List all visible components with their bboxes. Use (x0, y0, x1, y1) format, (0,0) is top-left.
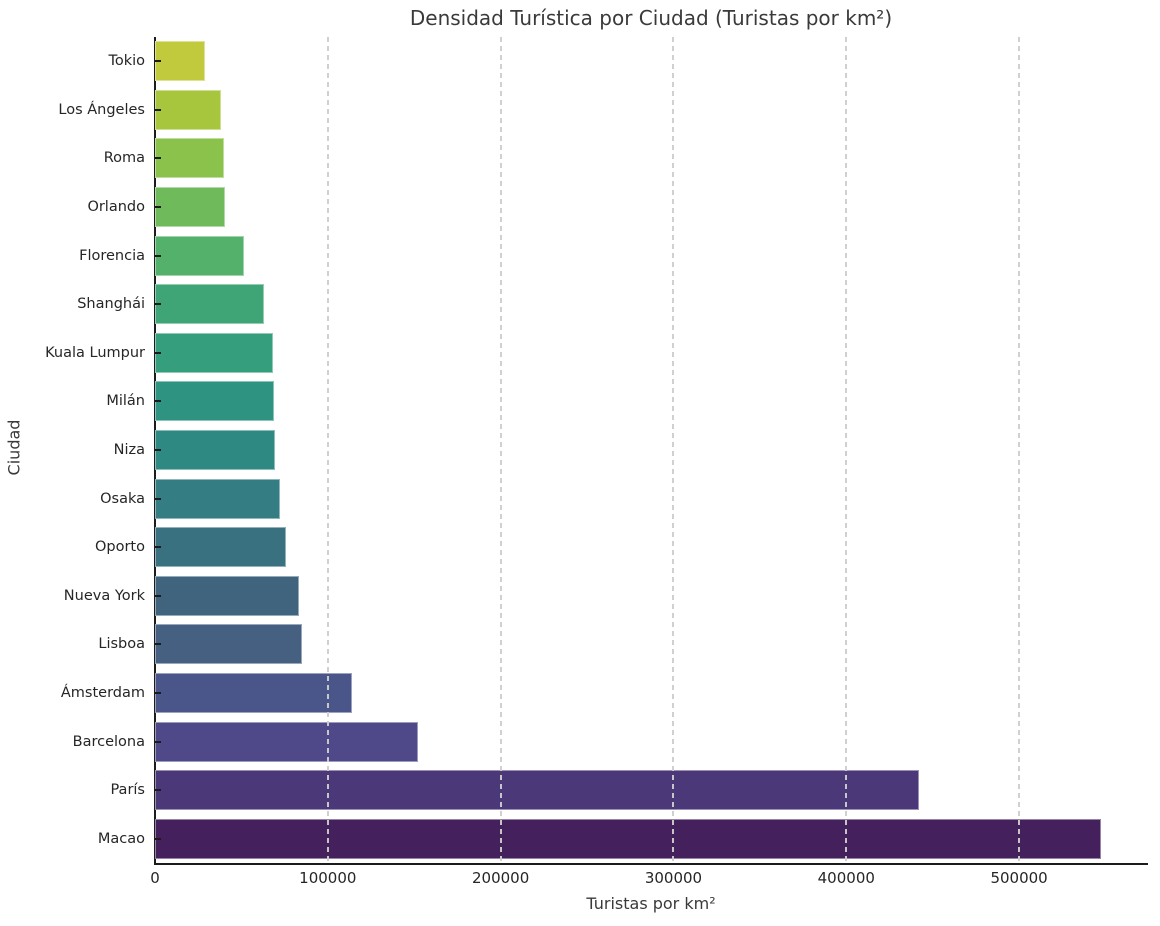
y-tick-mark (155, 691, 161, 694)
x-tick-label: 400000 (817, 869, 875, 887)
y-tick-mark (155, 157, 161, 160)
y-tick-mark (155, 351, 161, 354)
x-tick-label: 200000 (472, 869, 530, 887)
y-tick-label: París (110, 782, 145, 799)
x-tick-label: 0 (150, 869, 160, 887)
y-tick-mark (155, 546, 161, 549)
bar-nueva-york (155, 575, 299, 616)
y-tick-mark (155, 837, 161, 840)
y-tick-mark (155, 206, 161, 209)
x-axis-spine (154, 863, 1148, 865)
y-tick-label: Oporto (94, 539, 145, 556)
y-tick-mark (155, 497, 161, 500)
y-tick-label: Macao (97, 830, 145, 847)
x-tick-label: 300000 (644, 869, 703, 887)
y-tick-mark (155, 594, 161, 597)
bar-macao (155, 818, 1101, 859)
plot-area (155, 37, 1147, 863)
x-tick-label: 500000 (990, 869, 1048, 887)
y-tick-label: Ámsterdam (60, 684, 145, 701)
bar-osaka (155, 478, 280, 519)
y-tick-label: Milán (106, 393, 145, 410)
y-tick-label: Osaka (100, 490, 145, 507)
bar-florencia (155, 235, 244, 276)
bar-lisboa (155, 624, 302, 665)
y-tick-label: Orlando (87, 199, 145, 216)
y-tick-mark (155, 643, 161, 646)
bar-tokio (155, 41, 205, 82)
y-tick-mark (155, 789, 161, 792)
y-tick-mark (155, 449, 161, 451)
bar-kuala-lumpur (155, 332, 273, 373)
y-tick-mark (155, 254, 161, 257)
y-tick-label: Nueva York (63, 587, 145, 604)
y-tick-label: Los Ángeles (58, 101, 145, 118)
y-tick-mark (155, 303, 161, 306)
x-tick-label: 100000 (299, 869, 357, 887)
bar-niza (155, 430, 276, 470)
y-tick-mark (155, 60, 161, 63)
y-tick-mark (155, 400, 161, 403)
y-tick-mark (155, 108, 161, 111)
bar-mil-n (155, 381, 275, 422)
bar--msterdam (155, 672, 353, 713)
bar-oporto (155, 527, 286, 568)
y-tick-label: Tokio (108, 53, 145, 70)
y-tick-label: Kuala Lumpur (45, 344, 145, 361)
y-tick-label: Lisboa (98, 636, 145, 653)
y-tick-label: Barcelona (72, 733, 145, 750)
bar-par-s (155, 770, 920, 811)
bar-orlando (155, 187, 226, 228)
y-tick-label: Niza (113, 442, 145, 458)
gridline (672, 37, 675, 863)
x-axis-label: Turistas por km² (586, 894, 716, 913)
bar-los-ngeles (155, 89, 222, 130)
y-tick-label: Roma (103, 150, 145, 167)
gridline (499, 37, 502, 863)
gridline (1018, 37, 1021, 863)
bar-barcelona (155, 721, 419, 762)
y-tick-label: Shanghái (77, 296, 145, 313)
y-tick-mark (155, 740, 161, 743)
gridline (326, 37, 329, 863)
chart-title: Densidad Turística por Ciudad (Turistas … (409, 6, 893, 30)
bar-roma (155, 138, 225, 179)
y-tick-label: Florencia (79, 247, 145, 264)
bar-shangh-i (155, 284, 264, 325)
gridline (845, 37, 848, 863)
